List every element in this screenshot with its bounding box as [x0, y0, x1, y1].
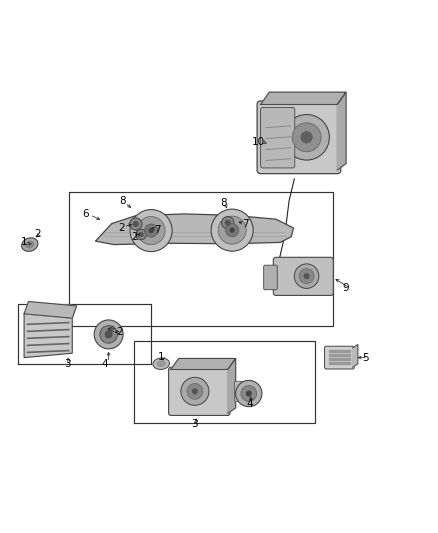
- Circle shape: [299, 269, 314, 284]
- Text: 2: 2: [34, 229, 41, 239]
- Polygon shape: [329, 358, 350, 360]
- FancyBboxPatch shape: [273, 257, 333, 295]
- Polygon shape: [329, 350, 350, 352]
- Ellipse shape: [25, 240, 35, 249]
- Circle shape: [292, 123, 321, 152]
- Polygon shape: [228, 359, 236, 413]
- FancyBboxPatch shape: [169, 367, 230, 415]
- Text: 1: 1: [158, 352, 165, 362]
- Circle shape: [211, 209, 253, 251]
- Polygon shape: [337, 92, 346, 170]
- Circle shape: [304, 273, 310, 279]
- Ellipse shape: [21, 238, 38, 252]
- Circle shape: [181, 377, 209, 405]
- FancyBboxPatch shape: [264, 265, 277, 290]
- Circle shape: [218, 216, 246, 244]
- Circle shape: [105, 331, 112, 338]
- Circle shape: [294, 264, 319, 288]
- Circle shape: [230, 228, 235, 233]
- Text: 7: 7: [154, 225, 161, 235]
- Text: 1: 1: [21, 237, 28, 247]
- Circle shape: [130, 209, 172, 252]
- Text: 9: 9: [343, 284, 350, 293]
- Circle shape: [284, 115, 329, 160]
- Circle shape: [100, 326, 117, 343]
- Polygon shape: [329, 354, 350, 356]
- Text: 3: 3: [191, 419, 198, 429]
- Text: 2: 2: [118, 223, 125, 233]
- Ellipse shape: [156, 360, 166, 367]
- Polygon shape: [353, 344, 358, 367]
- Circle shape: [226, 223, 239, 237]
- Text: 5: 5: [362, 353, 369, 364]
- Circle shape: [130, 218, 142, 230]
- Polygon shape: [261, 92, 346, 104]
- Circle shape: [94, 320, 123, 349]
- Polygon shape: [95, 214, 293, 245]
- Text: 8: 8: [119, 196, 126, 206]
- Circle shape: [138, 232, 144, 237]
- FancyBboxPatch shape: [257, 101, 341, 174]
- Text: 10: 10: [252, 136, 265, 147]
- Circle shape: [137, 216, 165, 245]
- Text: 8: 8: [220, 198, 227, 208]
- Ellipse shape: [153, 358, 170, 369]
- Circle shape: [148, 228, 154, 233]
- Text: 2: 2: [131, 232, 138, 242]
- Polygon shape: [329, 362, 350, 364]
- Circle shape: [246, 391, 252, 397]
- Circle shape: [225, 220, 231, 226]
- Text: 2: 2: [116, 327, 123, 337]
- Circle shape: [241, 386, 257, 401]
- Text: 6: 6: [82, 209, 89, 219]
- Polygon shape: [24, 302, 77, 318]
- Circle shape: [136, 229, 146, 240]
- Circle shape: [133, 221, 139, 227]
- FancyBboxPatch shape: [261, 108, 295, 168]
- Circle shape: [145, 224, 158, 237]
- Circle shape: [236, 381, 262, 407]
- Text: 4: 4: [246, 399, 253, 409]
- Text: 4: 4: [102, 359, 109, 369]
- Circle shape: [300, 131, 313, 143]
- Circle shape: [192, 388, 198, 394]
- FancyBboxPatch shape: [325, 346, 354, 369]
- Polygon shape: [171, 359, 236, 369]
- Circle shape: [222, 216, 234, 229]
- Circle shape: [187, 383, 203, 399]
- Text: 7: 7: [242, 219, 249, 229]
- FancyBboxPatch shape: [234, 381, 244, 401]
- Text: 3: 3: [64, 359, 71, 369]
- Polygon shape: [24, 314, 72, 358]
